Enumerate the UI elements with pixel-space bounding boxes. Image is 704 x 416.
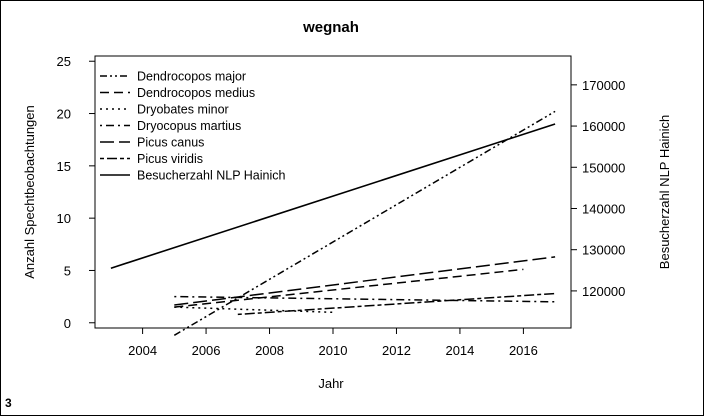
legend-label: Dryobates minor <box>137 103 229 117</box>
x-tick-label: 2016 <box>509 343 538 358</box>
y-tick-label: 5 <box>64 263 71 278</box>
legend-label: Dryocopus martius <box>137 119 241 133</box>
x-tick-label: 2004 <box>128 343 157 358</box>
legend-label: Picus viridis <box>137 152 203 166</box>
y-tick-label: 20 <box>57 107 71 122</box>
y-tick-label: 0 <box>64 316 71 331</box>
y-right-tick-label: 150000 <box>582 160 625 175</box>
legend-label: Dendrocopos major <box>137 70 246 84</box>
y-right-tick-label: 160000 <box>582 119 625 134</box>
legend: Dendrocopos major Dendrocopos medius Dryob… <box>100 70 286 183</box>
y-axis-right: 120000 130000 140000 150000 160000 170000 <box>571 78 625 299</box>
legend-label: Besucherzahl NLP Hainich <box>137 169 286 183</box>
x-tick-label: 2014 <box>445 343 474 358</box>
y-right-tick-label: 130000 <box>582 243 625 258</box>
x-axis: 2004 2006 2008 2010 2012 2014 2016 <box>128 328 538 358</box>
y-axis-left: 0 5 10 15 20 25 <box>57 54 95 331</box>
legend-label: Dendrocopos medius <box>137 86 255 100</box>
x-tick-label: 2010 <box>319 343 348 358</box>
y-tick-label: 25 <box>57 54 71 69</box>
x-axis-label: Jahr <box>318 376 344 391</box>
y-axis-label-right: Besucherzahl NLP Hainich <box>657 115 672 269</box>
y-right-tick-label: 170000 <box>582 78 625 93</box>
x-tick-label: 2012 <box>382 343 411 358</box>
series-line-4 <box>174 256 556 306</box>
series-line-6 <box>110 123 556 269</box>
y-right-tick-label: 120000 <box>582 284 625 299</box>
series-line-0 <box>173 110 556 336</box>
x-tick-label: 2008 <box>255 343 284 358</box>
chart-title: wegnah <box>302 19 359 36</box>
figure-label: 3 <box>5 396 12 410</box>
y-right-tick-label: 140000 <box>582 201 625 216</box>
y-axis-label-left: Anzahl Spechtbeobachtungen <box>22 105 37 278</box>
series-line-2 <box>174 306 334 314</box>
x-tick-label: 2006 <box>192 343 221 358</box>
y-tick-label: 10 <box>57 211 71 226</box>
legend-label: Picus canus <box>137 136 204 150</box>
series-line-1 <box>174 268 524 308</box>
y-tick-label: 15 <box>57 159 71 174</box>
series-lines <box>110 110 556 336</box>
series-line-5 <box>237 292 556 316</box>
